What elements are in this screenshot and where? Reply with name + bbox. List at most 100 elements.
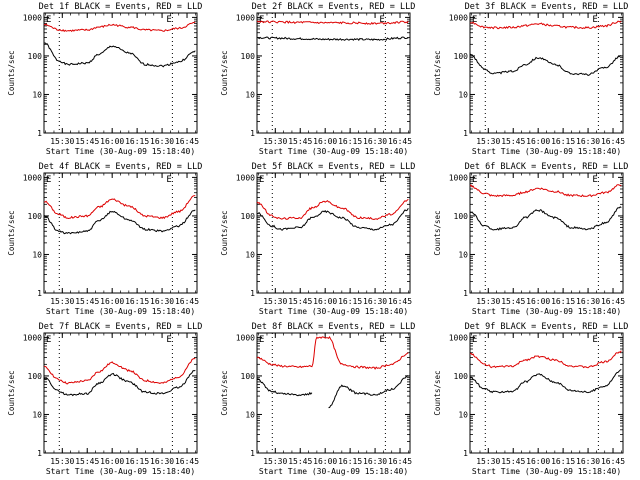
y-axis-label: Counts/sec bbox=[7, 50, 16, 95]
y-tick-label: 10 bbox=[32, 250, 42, 259]
plot-frame bbox=[469, 12, 624, 134]
y-tick-label: 10 bbox=[458, 90, 468, 99]
y-axis-label: Counts/sec bbox=[7, 210, 16, 255]
y-axis-label: Counts/sec bbox=[433, 370, 442, 415]
x-tick-label: 16:00 bbox=[313, 137, 337, 146]
y-tick-label: 1000 bbox=[449, 173, 468, 182]
corner-mark: E bbox=[379, 15, 384, 25]
y-tick-label: 1000 bbox=[23, 173, 42, 182]
x-tick-label: 16:45 bbox=[175, 137, 199, 146]
x-tick-label: 15:30 bbox=[263, 457, 287, 466]
x-tick-label: 16:45 bbox=[175, 457, 199, 466]
series-line-events bbox=[43, 369, 196, 397]
corner-mark: E bbox=[472, 175, 477, 185]
x-tick-label: 16:30 bbox=[150, 137, 174, 146]
x-tick-label: 15:45 bbox=[75, 137, 99, 146]
corner-mark: E bbox=[259, 175, 264, 185]
x-tick-label: 16:45 bbox=[601, 297, 625, 306]
x-tick-label: 16:45 bbox=[388, 137, 412, 146]
y-tick-label: 1000 bbox=[236, 173, 255, 182]
y-tick-label: 1 bbox=[250, 449, 255, 458]
x-tick-label: 15:45 bbox=[288, 137, 312, 146]
y-tick-label: 100 bbox=[454, 372, 469, 381]
y-tick-label: 10 bbox=[458, 250, 468, 259]
x-tick-label: 15:45 bbox=[75, 457, 99, 466]
x-axis-label: Start Time (30-Aug-09 15:18:40) bbox=[259, 307, 408, 316]
corner-mark: E bbox=[46, 175, 51, 185]
y-tick-label: 1 bbox=[463, 289, 468, 298]
x-axis-label: Start Time (30-Aug-09 15:18:40) bbox=[472, 307, 621, 316]
plot-frame bbox=[43, 332, 198, 454]
series-line-events bbox=[256, 208, 409, 231]
y-tick-label: 100 bbox=[241, 212, 256, 221]
x-tick-label: 16:15 bbox=[338, 137, 362, 146]
x-tick-label: 16:45 bbox=[388, 297, 412, 306]
x-tick-label: 16:45 bbox=[388, 457, 412, 466]
series-line-lld bbox=[256, 20, 409, 25]
panel-title: Det 1f BLACK = Events, RED = LLD bbox=[39, 2, 203, 12]
series-line-lld bbox=[43, 21, 196, 33]
corner-mark: E bbox=[592, 335, 597, 345]
series-line-lld bbox=[469, 350, 622, 369]
y-tick-label: 100 bbox=[241, 372, 256, 381]
series-line-events bbox=[469, 53, 622, 76]
y-axis-label: Counts/sec bbox=[7, 370, 16, 415]
x-tick-label: 16:15 bbox=[551, 297, 575, 306]
y-tick-label: 100 bbox=[28, 52, 43, 61]
x-tick-label: 16:30 bbox=[363, 297, 387, 306]
corner-mark: E bbox=[379, 175, 384, 185]
panel-title: Det 8f BLACK = Events, RED = LLD bbox=[252, 322, 416, 332]
detector-panel-7: Det 7f BLACK = Events, RED = LLD 1 10 100 10… bbox=[7, 322, 202, 476]
x-axis-label: Start Time (30-Aug-09 15:18:40) bbox=[259, 467, 408, 476]
x-tick-label: 15:30 bbox=[476, 457, 500, 466]
x-tick-label: 16:30 bbox=[363, 457, 387, 466]
y-tick-label: 1000 bbox=[449, 13, 468, 22]
x-tick-label: 16:15 bbox=[338, 457, 362, 466]
series-line-events bbox=[43, 42, 196, 68]
series-line-lld bbox=[43, 357, 196, 385]
detector-panel-8: Det 8f BLACK = Events, RED = LLD 1 10 100 10… bbox=[220, 322, 415, 476]
x-tick-label: 15:45 bbox=[501, 297, 525, 306]
series-line-events bbox=[469, 368, 622, 394]
x-tick-label: 16:30 bbox=[576, 457, 600, 466]
y-tick-label: 1 bbox=[250, 129, 255, 138]
detector-panel-9: Det 9f BLACK = Events, RED = LLD 1 10 100 10… bbox=[433, 322, 628, 476]
series-line-lld bbox=[43, 195, 196, 220]
panel-title: Det 7f BLACK = Events, RED = LLD bbox=[39, 322, 203, 332]
x-tick-label: 15:30 bbox=[263, 297, 287, 306]
panel-title: Det 3f BLACK = Events, RED = LLD bbox=[465, 2, 629, 12]
plot-frame bbox=[469, 172, 624, 294]
corner-mark: E bbox=[166, 175, 171, 185]
detector-panel-3: Det 3f BLACK = Events, RED = LLD 1 10 100 10… bbox=[433, 2, 628, 156]
y-tick-label: 1 bbox=[37, 289, 42, 298]
x-tick-label: 15:30 bbox=[263, 137, 287, 146]
series-line-lld bbox=[256, 335, 409, 370]
x-tick-label: 16:30 bbox=[150, 297, 174, 306]
y-tick-label: 1000 bbox=[236, 13, 255, 22]
y-tick-label: 10 bbox=[245, 90, 255, 99]
x-tick-label: 16:15 bbox=[551, 137, 575, 146]
x-axis-label: Start Time (30-Aug-09 15:18:40) bbox=[46, 147, 195, 156]
corner-mark: E bbox=[166, 335, 171, 345]
detector-panel-5: Det 5f BLACK = Events, RED = LLD 1 10 100 10… bbox=[220, 162, 415, 316]
series-line-events bbox=[43, 209, 196, 235]
x-tick-label: 16:00 bbox=[100, 297, 124, 306]
y-tick-label: 1 bbox=[463, 129, 468, 138]
panel-title: Det 9f BLACK = Events, RED = LLD bbox=[465, 322, 629, 332]
y-tick-label: 10 bbox=[245, 250, 255, 259]
x-tick-label: 16:30 bbox=[576, 137, 600, 146]
x-tick-label: 15:30 bbox=[50, 137, 74, 146]
series-line-events bbox=[469, 206, 622, 231]
x-tick-label: 16:15 bbox=[338, 297, 362, 306]
x-tick-label: 16:30 bbox=[150, 457, 174, 466]
x-tick-label: 15:45 bbox=[501, 137, 525, 146]
corner-mark: E bbox=[592, 175, 597, 185]
series-line-lld bbox=[256, 198, 409, 221]
y-tick-label: 100 bbox=[241, 52, 256, 61]
corner-mark: E bbox=[166, 15, 171, 25]
y-axis-label: Counts/sec bbox=[220, 50, 229, 95]
detector-panel-4: Det 4f BLACK = Events, RED = LLD 1 10 100 10… bbox=[7, 162, 202, 316]
y-tick-label: 10 bbox=[458, 410, 468, 419]
y-tick-label: 1 bbox=[250, 289, 255, 298]
x-tick-label: 16:15 bbox=[551, 457, 575, 466]
